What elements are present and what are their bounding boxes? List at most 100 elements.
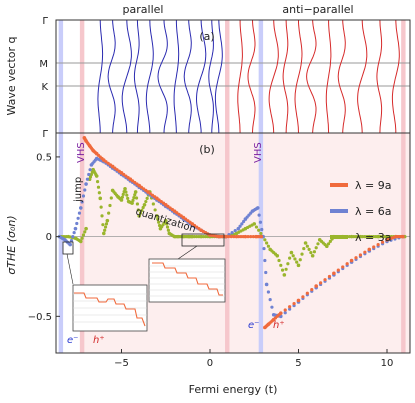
data-point <box>286 262 290 266</box>
data-point <box>367 247 372 252</box>
data-point <box>109 196 113 200</box>
data-point <box>141 205 145 210</box>
data-point <box>336 268 340 272</box>
data-point <box>310 288 314 292</box>
data-point <box>262 246 266 251</box>
data-point <box>104 160 108 164</box>
data-point <box>120 195 124 199</box>
zoom-link-right <box>177 245 198 260</box>
data-point <box>319 281 323 285</box>
legend-label: λ = 6a <box>355 205 391 218</box>
data-point <box>303 241 308 245</box>
data-point <box>151 202 155 206</box>
data-point <box>159 199 163 204</box>
ytick-label: 0.5 <box>36 152 52 163</box>
data-point <box>115 168 119 172</box>
data-point <box>226 235 231 239</box>
zoom-link-left <box>66 253 74 285</box>
data-point <box>84 226 88 231</box>
data-point <box>155 214 159 218</box>
data-point <box>203 235 208 239</box>
data-point <box>298 258 302 262</box>
data-point <box>133 193 137 197</box>
data-point <box>121 192 125 196</box>
data-point <box>275 253 280 258</box>
data-point <box>166 204 170 208</box>
data-point <box>96 185 101 189</box>
data-point <box>305 244 309 248</box>
electron-band-0-b <box>58 133 64 353</box>
data-point <box>150 193 155 197</box>
data-point <box>363 235 367 239</box>
data-point <box>125 193 129 197</box>
data-point <box>288 256 292 260</box>
data-point <box>325 244 329 248</box>
data-point <box>132 195 136 200</box>
data-point <box>166 228 170 232</box>
data-point <box>266 290 270 294</box>
data-point <box>264 270 268 275</box>
hole-band-1-b <box>225 133 230 353</box>
vhs-label-left: VHS <box>76 142 87 163</box>
data-point <box>103 228 107 232</box>
data-point <box>380 235 385 239</box>
data-point <box>153 208 157 212</box>
data-point <box>314 284 318 288</box>
hole-band-1-a <box>225 20 230 133</box>
data-point <box>332 271 336 276</box>
panel-a: parallel anti−parallel (a) Γ M K Γ Wave … <box>5 3 411 140</box>
data-point <box>295 260 299 264</box>
ytick-label: 0 <box>46 232 52 243</box>
data-point <box>259 231 263 236</box>
xtick-label: 5 <box>295 358 301 369</box>
data-point <box>103 225 108 229</box>
data-point <box>283 311 287 315</box>
parallel-band-line <box>208 20 214 133</box>
parallel-band-line <box>97 20 104 133</box>
data-point <box>263 258 267 263</box>
legend: λ = 9a λ = 6a λ = 3a <box>330 179 391 244</box>
data-point <box>98 196 103 201</box>
data-point <box>136 208 140 212</box>
electron-label-right: e⁻ <box>248 320 259 331</box>
data-point <box>157 198 161 202</box>
data-point <box>239 235 243 239</box>
data-point <box>163 218 168 223</box>
data-point <box>257 228 261 232</box>
data-point <box>168 206 172 210</box>
parallel-band-line <box>121 20 132 133</box>
data-point <box>88 168 92 172</box>
data-point <box>307 247 311 251</box>
data-point <box>233 229 237 233</box>
antiparallel-band-line <box>325 20 332 133</box>
panel-a-frame <box>55 19 411 134</box>
data-point <box>323 278 327 282</box>
data-point <box>376 242 380 247</box>
data-point <box>192 223 197 228</box>
data-point <box>277 258 281 263</box>
data-point <box>130 179 135 183</box>
data-point <box>133 180 137 185</box>
antiparallel-band-line <box>306 20 317 133</box>
data-point <box>140 208 144 212</box>
data-point <box>361 235 365 239</box>
data-point <box>289 250 294 255</box>
data-point <box>184 217 188 221</box>
data-point <box>387 235 391 239</box>
data-point <box>372 235 376 239</box>
data-point <box>378 235 382 239</box>
data-point <box>78 206 83 210</box>
data-point <box>268 297 272 302</box>
antiparallel-band-line <box>337 20 346 133</box>
zoom-box-right <box>181 233 225 247</box>
data-point <box>327 274 332 279</box>
panel-b-ticks: −5 0 5 10 −0.5 0 0.5 <box>28 152 394 369</box>
data-point <box>107 211 111 215</box>
data-point <box>249 235 253 239</box>
parallel-band-line <box>107 20 116 133</box>
data-point <box>94 174 99 178</box>
panel-a-ylabel: Wave vector q <box>5 36 18 115</box>
data-point <box>83 230 87 234</box>
data-point <box>354 256 358 260</box>
panel-b-ylabel: σTHE (σ₀n) <box>5 215 18 274</box>
